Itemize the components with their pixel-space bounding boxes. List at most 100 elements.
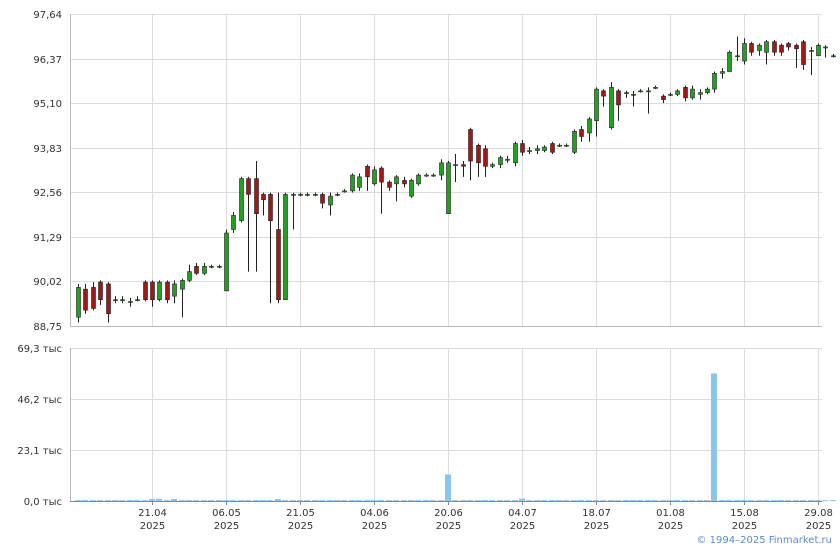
candle-up	[342, 190, 347, 193]
candle-up	[690, 88, 695, 99]
candle-up	[527, 150, 532, 152]
candle-down	[91, 287, 96, 309]
candle-up	[675, 90, 680, 95]
x-tick-label-date: 21.04	[138, 508, 167, 519]
volume-bar	[82, 500, 88, 502]
candle-up	[624, 92, 629, 94]
candle-up	[350, 174, 355, 192]
candle-up	[439, 162, 444, 176]
candle-up	[653, 87, 658, 89]
volume-bar	[112, 500, 118, 502]
candle-up	[668, 94, 673, 96]
volume-bar	[615, 500, 621, 502]
candle-up	[498, 157, 503, 165]
candle-down	[616, 90, 621, 106]
candle-down	[550, 143, 555, 153]
candle-down	[468, 129, 473, 162]
volume-bar	[534, 500, 540, 502]
candle-down	[98, 281, 103, 300]
candle-up	[809, 50, 814, 52]
candle-up	[372, 169, 377, 185]
candle-down	[276, 229, 281, 300]
candle-down	[83, 288, 88, 311]
volume-bar	[282, 500, 288, 502]
x-tick-label-date: 21.05	[286, 508, 315, 519]
x-tick-label-year: 2025	[288, 521, 313, 532]
volume-bar	[164, 500, 170, 502]
volume-bar	[290, 500, 296, 502]
candle-down	[143, 281, 148, 300]
volume-bar	[519, 498, 525, 501]
volume-bar	[741, 500, 747, 502]
candle-up	[564, 144, 569, 147]
candle-up	[157, 281, 162, 300]
price-tick-label: 88,75	[33, 322, 62, 333]
volume-bar	[719, 500, 725, 502]
volume-bar	[452, 500, 458, 502]
candle-up	[727, 51, 732, 72]
candle-down	[150, 281, 155, 300]
volume-bar	[149, 499, 155, 501]
volume-bar	[785, 500, 791, 502]
volume-bar	[763, 500, 769, 502]
candle-down	[268, 194, 273, 222]
candle-up	[490, 164, 495, 167]
volume-bar	[793, 500, 799, 502]
volume-bar	[171, 499, 177, 501]
volume-bar	[364, 500, 370, 502]
volume-bar	[808, 500, 814, 502]
volume-bar	[778, 500, 784, 502]
x-tick-label-date: 04.06	[360, 508, 389, 519]
candle-up	[631, 94, 636, 96]
candle-up	[335, 194, 340, 196]
volume-bar	[556, 500, 562, 502]
volume-bar	[637, 500, 643, 502]
candle-up	[823, 46, 828, 49]
candle-up	[283, 194, 288, 300]
candle-up	[587, 118, 592, 134]
candle-down	[254, 178, 259, 214]
volume-bar	[748, 500, 754, 502]
volume-bar	[526, 500, 532, 502]
candle-up	[328, 195, 333, 206]
candle-up	[135, 299, 140, 301]
volume-bar	[319, 500, 325, 502]
volume-bar	[260, 500, 266, 502]
volume-bar	[304, 500, 310, 502]
volume-bar	[156, 498, 162, 501]
candle-down	[106, 283, 111, 315]
candle-up	[735, 55, 740, 58]
candle-down	[387, 181, 392, 188]
candle-up	[431, 174, 436, 177]
candle-up	[764, 41, 769, 53]
x-tick-label-year: 2025	[732, 521, 757, 532]
candle-down	[749, 43, 754, 53]
volume-tick-label: 23,1 тыс	[17, 446, 62, 457]
candle-up	[609, 87, 614, 129]
volume-bar	[186, 500, 192, 502]
candle-up	[557, 144, 562, 147]
price-tick-label: 92,56	[33, 188, 62, 199]
volume-bar	[430, 500, 436, 502]
candle-up	[446, 162, 451, 214]
volume-bar	[800, 500, 806, 502]
candle-up	[113, 299, 118, 301]
volume-bar	[230, 500, 236, 502]
volume-bar	[475, 500, 481, 502]
candle-up	[128, 301, 133, 303]
volume-bar	[630, 500, 636, 502]
x-tick-label-date: 06.05	[212, 508, 241, 519]
candle-down	[801, 41, 806, 65]
candle-down	[786, 43, 791, 48]
x-tick-label-year: 2025	[436, 521, 461, 532]
volume-bar	[674, 500, 680, 502]
volume-bar	[393, 500, 399, 502]
volume-tick-label: 0,0 тыс	[24, 497, 62, 508]
candle-up	[231, 215, 236, 230]
volume-bar	[275, 499, 281, 501]
volume-bar	[193, 500, 199, 502]
volume-bar	[578, 500, 584, 502]
x-tick-label-date: 01.08	[656, 508, 685, 519]
candle-up	[513, 143, 518, 164]
